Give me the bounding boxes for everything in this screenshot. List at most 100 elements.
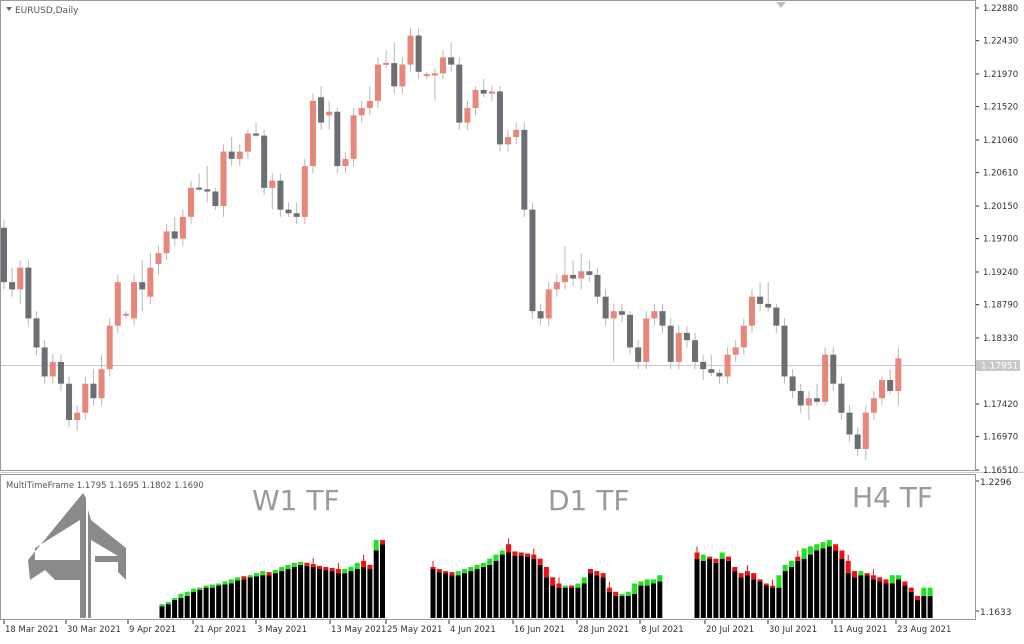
candle xyxy=(74,405,81,431)
indicator-bar xyxy=(493,554,499,618)
indicator-bar-top xyxy=(254,573,259,577)
indicator-bar xyxy=(588,569,593,618)
indicator-bar-top xyxy=(807,546,813,555)
candle xyxy=(765,282,772,312)
candle xyxy=(862,405,869,460)
indicator-bar-top xyxy=(908,587,914,592)
candle xyxy=(716,369,723,384)
indicator-bar-top xyxy=(757,579,763,582)
candle xyxy=(797,383,804,413)
indicator-bar-base xyxy=(197,589,203,618)
candle-body-bull xyxy=(578,271,585,279)
indicator-bar xyxy=(209,584,215,618)
candle xyxy=(805,390,812,420)
indicator-bar xyxy=(732,566,738,618)
indicator-bar xyxy=(436,569,442,618)
indicator-bar-base xyxy=(506,552,512,618)
indicator-bar-top xyxy=(525,553,530,557)
indicator-bar-base xyxy=(613,595,619,618)
candle xyxy=(309,93,316,174)
indicator-bar-base xyxy=(644,585,650,618)
indicator-bar xyxy=(165,602,171,618)
indicator-bar-base xyxy=(493,560,499,618)
indicator-bar xyxy=(744,565,750,618)
indicator-bar-top xyxy=(266,572,272,576)
current-price-value: 1.17951 xyxy=(981,361,1018,371)
candle xyxy=(748,289,755,333)
indicator-bar xyxy=(531,548,537,618)
candle xyxy=(781,318,788,384)
candle-body-bull xyxy=(342,158,349,167)
candle-body-bear xyxy=(887,380,894,391)
triangle-down-icon[interactable] xyxy=(6,7,12,11)
indicator-bar-top xyxy=(436,569,442,573)
time-axis-label: 18 Mar 2021 xyxy=(5,625,59,635)
indicator-bar-top xyxy=(260,571,266,576)
shift-marker-icon[interactable] xyxy=(776,2,786,8)
indicator-bar-top xyxy=(159,604,165,607)
candle xyxy=(448,42,455,72)
indicator-bar-base xyxy=(638,585,644,618)
candle xyxy=(586,260,593,283)
candle xyxy=(740,318,747,355)
candle-body-bear xyxy=(448,57,455,65)
indicator-bar-top xyxy=(203,585,209,588)
indicator-bar-top xyxy=(178,593,184,598)
indicator-bar xyxy=(807,546,813,618)
indicator-bar xyxy=(826,540,832,618)
time-axis-label: 9 Apr 2021 xyxy=(129,625,176,635)
indicator-bar-base xyxy=(474,569,480,618)
indicator-bar-base xyxy=(581,583,587,618)
price-axis-label: 1.16970 xyxy=(983,433,1018,443)
candle-body-bear xyxy=(212,191,219,206)
indicator-bar xyxy=(902,581,908,618)
candle-body-bear xyxy=(41,347,48,377)
indicator-bar xyxy=(820,542,826,618)
time-axis-label: 23 Aug 2021 xyxy=(897,625,951,635)
candle xyxy=(692,332,699,370)
candle-body-bull xyxy=(106,325,113,370)
time-axis-label: 21 Apr 2021 xyxy=(194,625,247,635)
indicator-bar-top xyxy=(556,583,562,588)
indicator-bar-base xyxy=(921,595,927,618)
indicator-bar-top xyxy=(298,561,304,565)
candle xyxy=(66,376,73,428)
indicator-bar-top xyxy=(430,566,436,570)
candle-body-bear xyxy=(293,213,300,217)
indicator-bar-base xyxy=(789,566,794,618)
candle xyxy=(318,86,325,130)
indicator-bar-top xyxy=(638,581,644,586)
candle-body-bear xyxy=(139,282,146,290)
indicator-bar-base xyxy=(807,554,813,618)
candle-body-bear xyxy=(57,361,64,384)
candle xyxy=(90,369,97,406)
indicator-bar-base xyxy=(361,566,367,618)
indicator-bar xyxy=(354,562,360,618)
indicator-bar xyxy=(883,579,889,618)
candle xyxy=(415,28,422,80)
candle-body-bull xyxy=(505,137,512,145)
indicator-bar-base xyxy=(191,591,196,618)
candle-body-bull xyxy=(545,289,552,319)
candle xyxy=(9,267,16,297)
indicator-bar-top xyxy=(272,570,278,574)
d1-group-label: D1 TF xyxy=(548,484,629,517)
price-axis-label: 1.19700 xyxy=(983,235,1018,245)
h4-group-label: H4 TF xyxy=(852,481,933,514)
candle xyxy=(49,354,56,384)
candle xyxy=(301,158,308,225)
indicator-bar xyxy=(921,587,927,618)
candle-body-bull xyxy=(17,267,24,290)
indicator-bar-top xyxy=(354,562,360,570)
time-axis-label: 20 Jul 2021 xyxy=(706,625,754,635)
candle-body-bull xyxy=(610,311,617,319)
indicator-bar-base xyxy=(228,583,234,618)
indicator-bar-base xyxy=(569,587,575,618)
candle-body-bull xyxy=(358,108,365,116)
main-plot-frame xyxy=(0,0,976,471)
indicator-bar xyxy=(260,571,266,618)
indicator-bar xyxy=(317,565,322,618)
indicator-bar-base xyxy=(588,573,593,618)
indicator-bar-base xyxy=(606,591,612,618)
